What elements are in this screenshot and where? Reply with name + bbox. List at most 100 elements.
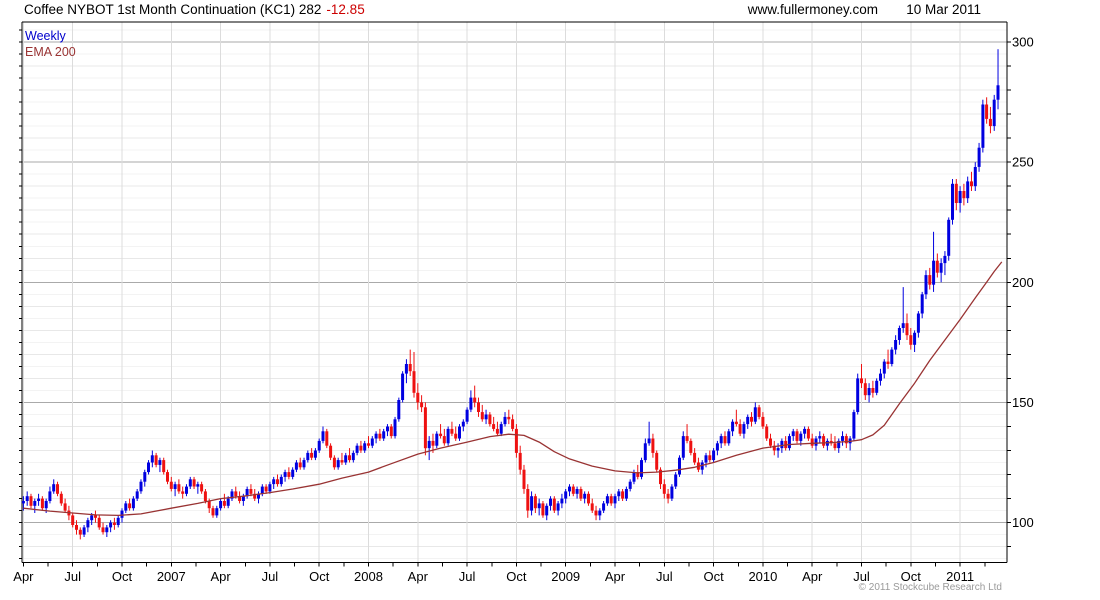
candle-body	[279, 476, 283, 485]
candle-body	[128, 503, 132, 509]
candle-body	[746, 416, 750, 425]
candle-body	[431, 440, 435, 446]
x-axis-label: Apr	[13, 569, 34, 584]
candle-body	[450, 428, 454, 434]
candle-body	[894, 340, 898, 350]
candle-body	[973, 167, 977, 187]
candle-body	[423, 407, 427, 449]
candle-body	[446, 428, 450, 444]
candle-body	[803, 428, 807, 434]
candle-body	[674, 474, 678, 487]
candle-body	[712, 450, 716, 461]
candle-body	[442, 436, 446, 444]
candle-body	[507, 416, 511, 420]
candle-body	[124, 503, 128, 511]
candle-body	[924, 275, 928, 295]
candle-body	[192, 479, 196, 487]
ema-polyline	[23, 261, 1003, 517]
candle-body	[814, 438, 818, 446]
candle-body	[298, 462, 302, 468]
candle-body	[435, 433, 439, 446]
candle-body	[412, 371, 416, 393]
candle-body	[101, 527, 105, 533]
candle-body	[806, 428, 810, 439]
candle-body	[181, 491, 185, 494]
candle-body	[958, 191, 962, 203]
candle-body	[511, 419, 515, 429]
candle-body	[549, 498, 552, 506]
x-axis-label: Jul	[853, 569, 870, 584]
candle-body	[59, 493, 63, 504]
candle-body	[636, 472, 640, 477]
candle-body	[810, 438, 814, 446]
x-axis-label: 2009	[551, 569, 580, 584]
candle-body	[863, 383, 867, 396]
candle-body	[439, 433, 443, 437]
candle-body	[568, 486, 571, 492]
candle-body	[700, 462, 704, 470]
candle-body	[120, 510, 124, 518]
plot-frame	[21, 21, 1008, 563]
candle-body	[844, 436, 848, 444]
candle-body	[594, 510, 598, 516]
candle-body	[200, 484, 204, 492]
candle-body	[404, 364, 408, 374]
candle-body	[666, 493, 670, 499]
x-axis-label: Jul	[459, 569, 476, 584]
candle-body	[25, 496, 29, 501]
candle-body	[628, 481, 632, 489]
candle-body	[564, 491, 568, 499]
candle-body	[685, 436, 689, 441]
candle-body	[920, 294, 924, 314]
x-axis-label: Oct	[309, 569, 330, 584]
candle-body	[761, 416, 765, 427]
candle-body	[939, 263, 943, 273]
candle-body	[526, 489, 530, 511]
candle-body	[143, 472, 147, 482]
candle-body	[82, 527, 86, 535]
candle-body	[469, 397, 473, 410]
candle-body	[86, 520, 90, 528]
candle-body	[731, 421, 735, 432]
candle-body	[234, 491, 238, 497]
candle-body	[317, 440, 321, 451]
candle-body	[678, 457, 681, 475]
candle-body	[951, 183, 954, 220]
candle-body	[150, 455, 154, 463]
candle-body	[253, 493, 257, 499]
candle-body	[738, 424, 742, 434]
candle-body	[78, 529, 82, 535]
candle-body	[499, 424, 503, 434]
candle-body	[860, 378, 863, 384]
candle-body	[841, 436, 844, 441]
candle-body	[753, 407, 757, 422]
candle-body	[321, 431, 325, 441]
candle-body	[139, 481, 143, 492]
candle-body	[970, 181, 973, 187]
candle-body	[662, 484, 666, 494]
candle-body	[382, 431, 386, 439]
candle-body	[723, 436, 727, 444]
candle-body	[378, 433, 382, 439]
candle-body	[613, 496, 617, 504]
candle-body	[943, 255, 947, 264]
candle-body	[386, 426, 389, 432]
candle-body	[583, 493, 587, 499]
candle-body	[166, 472, 169, 482]
candle-body	[670, 486, 674, 499]
candle-body	[492, 424, 496, 429]
candle-body	[935, 260, 939, 273]
candle-body	[598, 510, 602, 516]
candle-body	[211, 508, 215, 516]
candle-body	[871, 388, 875, 393]
candle-body	[605, 496, 609, 504]
candle-body	[105, 527, 109, 533]
candle-body	[954, 183, 958, 203]
x-axis-label: 2008	[354, 569, 383, 584]
candle-body	[833, 443, 837, 449]
candle-body	[310, 452, 314, 458]
candle-body	[219, 501, 223, 509]
candle-body	[791, 431, 795, 437]
